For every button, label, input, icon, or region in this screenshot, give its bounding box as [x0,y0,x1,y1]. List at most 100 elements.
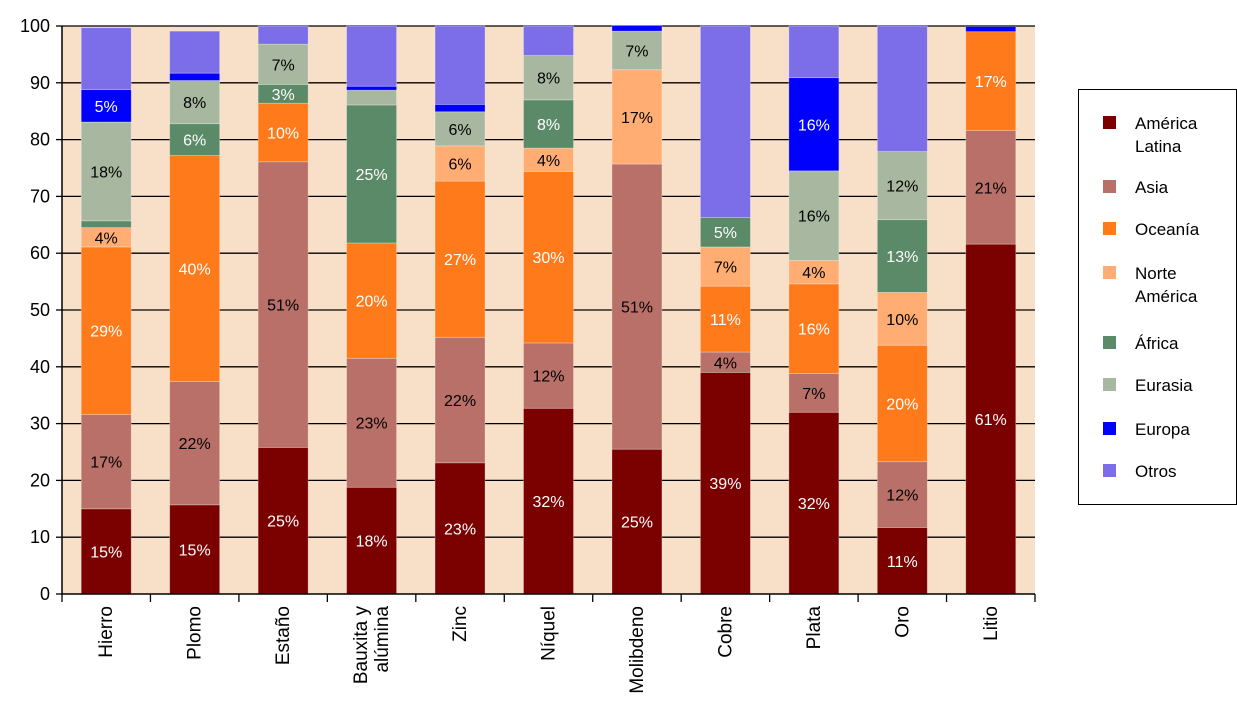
bar-segment-4-3 [434,145,486,182]
x-tick-label: Molibdeno [627,606,648,694]
data-label: 40% [179,262,211,279]
legend-item: Europa [1103,418,1190,441]
bar-segment-6-3 [611,69,663,165]
bar-segment-3-7 [346,25,397,87]
data-label: 4% [714,355,737,372]
data-label: 23% [356,416,388,433]
data-label: 8% [537,71,560,88]
data-label: 16% [798,117,830,134]
legend-label: Asia [1135,178,1169,197]
data-label: 16% [798,322,830,339]
bar-segment-6-0 [611,448,663,595]
data-label: 12% [886,488,918,505]
data-label: 20% [356,294,388,311]
x-tick-label: Cobre [715,606,736,658]
data-label: 25% [621,515,653,532]
bar-segment-0-2 [80,246,132,415]
data-label: 11% [710,312,741,329]
data-label: 12% [532,369,564,386]
y-tick-label: 50 [30,300,50,320]
bar-segment-9-5 [876,151,928,221]
bar-segment-7-2 [700,285,751,353]
bar-segment-5-1 [523,342,574,409]
bar-segment-6-1 [611,163,663,450]
bar-segment-3-2 [346,242,397,359]
x-tick-label: Zinc [450,606,471,642]
bar-segment-9-2 [876,344,928,463]
data-label: 13% [886,249,918,266]
y-tick-label: 70 [30,186,50,206]
legend-swatch [1103,116,1116,129]
legend-item: Otros [1103,460,1177,483]
data-label: 51% [267,298,299,315]
y-tick-label: 90 [30,73,50,93]
data-label: 12% [886,179,918,196]
data-label: 10% [267,126,299,143]
legend-label: Europa [1135,420,1190,439]
bar-segment-1-2 [169,155,221,382]
legend-swatch [1103,336,1116,349]
bar-segment-10-0 [965,243,1017,595]
legend-swatch [1103,180,1116,193]
legend-label: Otros [1135,462,1177,481]
bar-segment-4-7 [434,25,486,105]
legend-label: Oceanía [1135,220,1200,239]
bar-segment-5-7 [523,25,574,56]
x-tick-label: Hierro [96,606,117,658]
bar-segment-0-7 [80,27,132,91]
legend-item: Norte América [1103,262,1197,308]
bar-segment-9-4 [876,219,928,293]
legend-label: Eurasia [1135,376,1193,395]
bar-segment-9-7 [876,25,928,152]
x-tick-label: Oro [892,606,913,638]
legend-label: Norte América [1135,264,1198,306]
data-label: 29% [90,324,122,341]
bar-segment-7-0 [700,372,751,595]
bar-segment-0-6 [80,89,132,123]
x-tick-label: Níquel [539,606,560,661]
data-label: 17% [975,74,1007,91]
x-tick-label-line: Plata [804,606,825,650]
legend-swatch [1103,266,1116,279]
chart-legend: América Latina Asia Oceanía Norte América Áf… [1078,89,1237,505]
legend-label: América Latina [1135,114,1198,156]
data-label: 5% [714,225,737,242]
x-tick-label: Litio [981,606,1002,641]
bar-segment-1-6 [169,72,221,81]
bar-segment-2-5 [257,43,309,85]
data-label: 6% [448,122,471,139]
legend-item: Eurasia [1103,374,1193,397]
data-label: 23% [444,521,476,538]
bar-segment-1-4 [169,123,221,156]
bar-segment-1-1 [169,381,221,506]
data-label: 4% [95,230,118,247]
bar-segment-3-5 [346,89,397,106]
bar-segment-10-1 [965,130,1017,245]
data-label: 7% [272,57,295,74]
data-label: 4% [537,153,560,170]
legend-item: América Latina [1103,112,1197,158]
data-label: 39% [709,476,741,493]
x-tick-label-line: Níquel [539,606,560,661]
x-tick-label-line: alúmina [372,606,393,673]
x-tick-label-line: Litio [981,606,1002,641]
legend-swatch [1103,422,1116,435]
bar-segment-3-6 [346,85,397,91]
data-label: 18% [356,534,388,551]
x-tick-label-line: Cobre [715,606,736,658]
bar-segment-7-7 [700,25,751,218]
bar-segment-2-7 [257,25,309,45]
y-tick-label: 40 [30,357,50,377]
data-label: 18% [90,164,122,181]
bar-segment-4-1 [434,336,486,464]
x-tick-label: Plata [804,606,825,650]
data-label: 3% [272,87,295,104]
x-tick-label-line: Bauxita y [351,606,372,685]
bar-segment-10-2 [965,31,1017,131]
bar-segment-5-0 [523,407,574,595]
bar-segment-5-5 [523,55,574,101]
y-tick-label: 60 [30,243,50,263]
data-label: 15% [90,544,122,561]
legend-swatch [1103,464,1116,477]
